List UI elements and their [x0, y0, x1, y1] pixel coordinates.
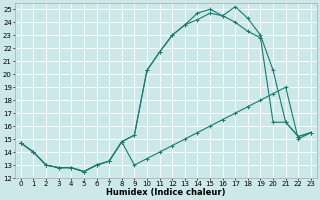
X-axis label: Humidex (Indice chaleur): Humidex (Indice chaleur)	[106, 188, 226, 197]
